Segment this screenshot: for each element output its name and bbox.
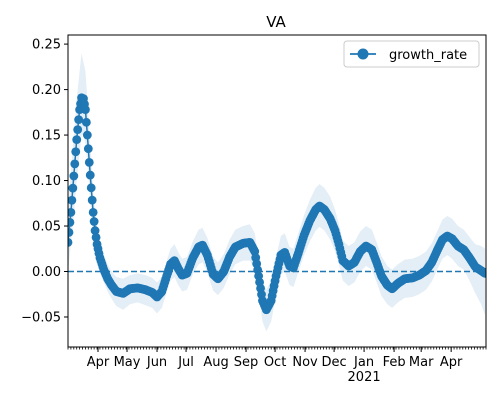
y-tick-label: 0.00: [32, 265, 61, 280]
data-point: [69, 171, 79, 181]
data-point: [84, 157, 94, 167]
y-tick-label: 0.15: [32, 129, 61, 144]
chart-title: VA: [266, 13, 286, 31]
y-tick-label: 0.10: [32, 174, 61, 189]
x-tick-label: Jul: [177, 355, 194, 370]
data-point: [85, 170, 95, 180]
x-tick-label: Nov: [292, 355, 318, 370]
legend: growth_rate: [343, 40, 480, 68]
data-point: [71, 147, 81, 157]
data-point: [68, 183, 78, 193]
legend-label-growth-rate: growth_rate: [389, 48, 467, 63]
x-tick-label: 2021: [348, 370, 381, 385]
data-point: [86, 183, 96, 193]
data-point: [89, 217, 99, 226]
y-tick-label: −0.05: [21, 310, 61, 325]
x-tick-label: Jun: [146, 355, 167, 370]
data-point: [90, 226, 100, 235]
data-point: [480, 268, 486, 278]
y-tick-label: 0.20: [32, 83, 61, 98]
x-tick-label: Aug: [203, 355, 228, 370]
x-tick-label: Apr: [87, 355, 110, 370]
data-point: [91, 232, 101, 242]
data-point: [73, 125, 83, 134]
x-tick-label: Oct: [264, 355, 286, 370]
data-point: [74, 115, 84, 124]
data-point: [68, 195, 77, 205]
data-point: [68, 237, 73, 247]
data-point: [87, 195, 97, 205]
data-point: [88, 207, 98, 217]
data-point: [72, 135, 82, 145]
data-point: [82, 130, 92, 140]
x-tick-label: Apr: [440, 355, 463, 370]
legend-frame: [343, 40, 480, 68]
y-axis: 0.25 0.20 0.15 0.10 0.05 0.00 −0.05: [21, 38, 68, 325]
y-tick-label: 0.05: [32, 220, 61, 235]
data-point: [81, 105, 90, 114]
data-point: [70, 159, 80, 169]
data-point: [68, 207, 76, 217]
series-point-layer: [68, 93, 486, 315]
x-tick-label: Feb: [383, 355, 406, 370]
legend-marker-swatch: [357, 48, 369, 60]
y-tick-label: 0.25: [32, 38, 61, 53]
x-tick-label: Mar: [409, 355, 434, 370]
x-tick-label: Jan: [353, 355, 374, 370]
data-point: [81, 117, 91, 127]
data-point: [68, 217, 75, 227]
data-point: [68, 227, 74, 237]
data-point: [83, 144, 93, 154]
x-tick-label: Sep: [234, 355, 259, 370]
x-tick-label: May: [114, 355, 141, 370]
x-tick-label: Dec: [322, 355, 347, 370]
